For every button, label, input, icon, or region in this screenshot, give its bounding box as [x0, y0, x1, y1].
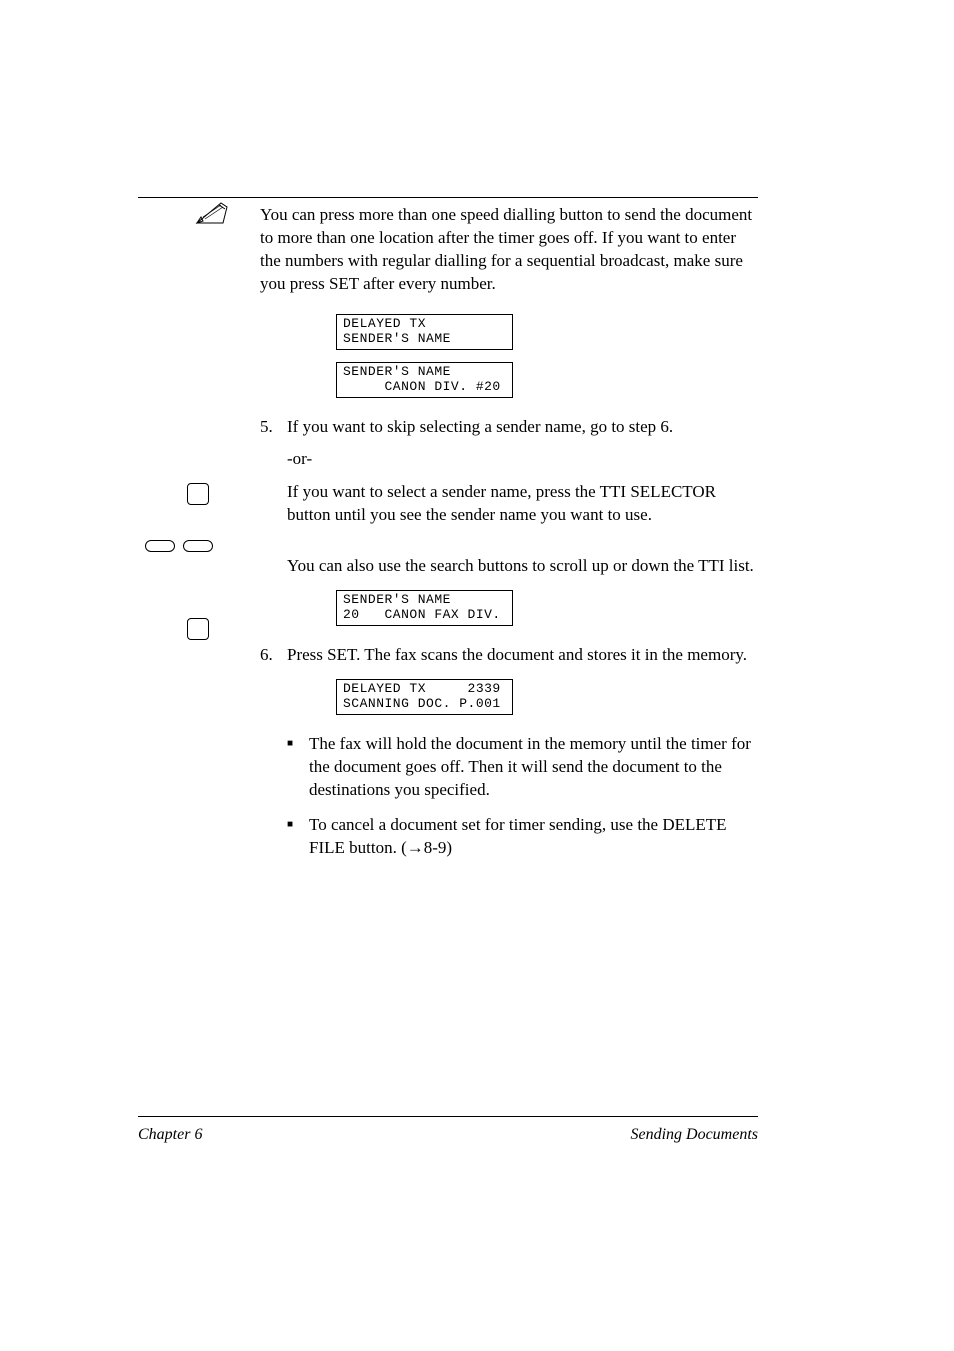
lcd2-line2: CANON DIV. #20 — [343, 379, 501, 394]
step-5-search: You can also use the search buttons to s… — [287, 555, 758, 578]
lcd3-line1: SENDER'S NAME — [343, 592, 451, 607]
step-6: 6. Press SET. The fax scans the document… — [138, 644, 758, 667]
lcd-display-3: SENDER'S NAME 20 CANON FAX DIV. — [336, 590, 513, 626]
bullet-2: ■ To cancel a document set for timer sen… — [287, 814, 758, 860]
lcd4-line1: DELAYED TX 2339 — [343, 681, 501, 696]
step-5-alt: If you want to select a sender name, pre… — [287, 481, 758, 527]
step-6-number: 6. — [260, 644, 287, 667]
lcd3-line2: 20 CANON FAX DIV. — [343, 607, 501, 622]
step-6-text: Press SET. The fax scans the document an… — [287, 644, 758, 667]
lcd-display-4: DELAYED TX 2339 SCANNING DOC. P.001 — [336, 679, 513, 715]
bullet-1-text: The fax will hold the document in the me… — [309, 733, 758, 802]
bullet-marker: ■ — [287, 814, 309, 860]
footer-chapter: Chapter 6 — [138, 1124, 202, 1146]
search-buttons-icon — [145, 536, 213, 559]
set-button-icon — [187, 618, 209, 640]
lcd4-line2: SCANNING DOC. P.001 — [343, 696, 501, 711]
bullet-1: ■ The fax will hold the document in the … — [287, 733, 758, 802]
lcd2-line1: SENDER'S NAME — [343, 364, 451, 379]
step-5: 5. If you want to skip selecting a sende… — [138, 416, 758, 439]
bullet-2-text: To cancel a document set for timer sendi… — [309, 814, 758, 860]
lcd1-line1: DELAYED TX — [343, 316, 426, 331]
step-5-or: -or- — [287, 448, 758, 471]
footer-section: Sending Documents — [630, 1124, 758, 1146]
page-footer: Chapter 6 Sending Documents — [138, 1124, 758, 1146]
lcd-display-2: SENDER'S NAME CANON DIV. #20 — [336, 362, 513, 398]
step-5-text: If you want to skip selecting a sender n… — [287, 416, 758, 439]
lcd-display-1: DELAYED TX SENDER'S NAME — [336, 314, 513, 350]
bullet-marker: ■ — [287, 733, 309, 802]
lcd1-line2: SENDER'S NAME — [343, 331, 451, 346]
rule-top — [138, 197, 758, 198]
step-5-number: 5. — [260, 416, 287, 439]
rule-bottom — [138, 1116, 758, 1117]
tti-selector-button-icon — [187, 483, 209, 505]
note-paragraph: You can press more than one speed dialli… — [260, 204, 758, 296]
